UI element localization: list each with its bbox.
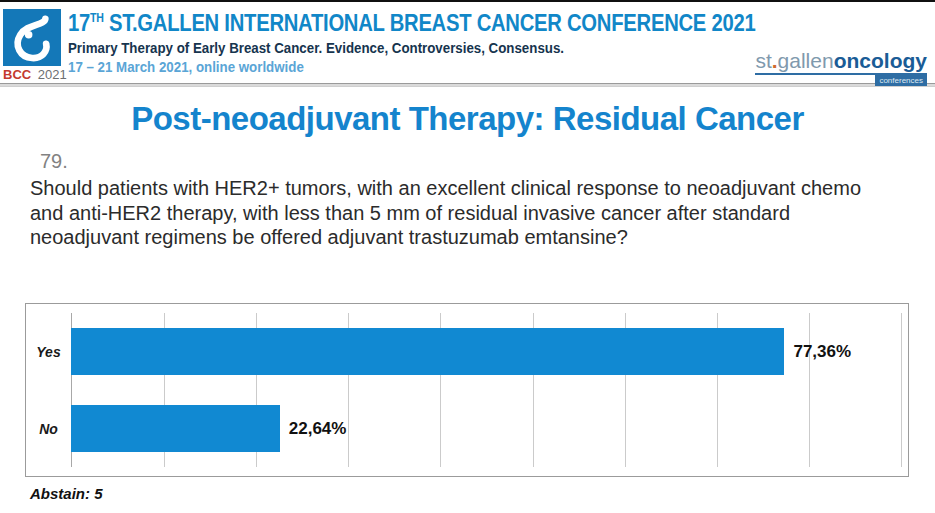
stgallen-oncology-wordmark: st.gallenoncology <box>755 49 927 75</box>
bar-yes <box>71 328 784 375</box>
conference-title-block: 17TH ST.GALLEN INTERNATIONAL BREAST CANC… <box>68 10 849 75</box>
abstain-note: Abstain: 5 <box>30 485 103 502</box>
bcc-logo-block: BCC 2021 <box>3 9 63 82</box>
conference-title-rest: ST.GALLEN INTERNATIONAL BREAST CANCER CO… <box>104 10 756 36</box>
conference-header: BCC 2021 17TH ST.GALLEN INTERNATIONAL BR… <box>0 2 935 83</box>
category-label: No <box>26 421 71 437</box>
bar-row: No 22,64% <box>26 390 901 467</box>
bar-row: Yes 77,36% <box>26 313 901 390</box>
conference-number: 17 <box>68 10 90 36</box>
bar-track: 77,36% <box>71 328 901 375</box>
conference-ordinal: TH <box>90 11 104 25</box>
slide-title: Post-neoadjuvant Therapy: Residual Cance… <box>0 100 935 138</box>
bar-no <box>71 405 280 452</box>
poll-results-chart: Yes 77,36% No 22,64% <box>25 303 909 477</box>
bcc-year-label: 2021 <box>38 67 67 82</box>
gridline <box>901 313 902 467</box>
bcc-label: BCC <box>3 67 31 82</box>
org-st: st <box>755 49 771 72</box>
value-label: 22,64% <box>289 419 347 439</box>
bar-rows: Yes 77,36% No 22,64% <box>26 313 901 467</box>
value-label: 77,36% <box>793 342 851 362</box>
org-gallen: gallen <box>778 49 834 72</box>
question-text: Should patients with HER2+ tumors, with … <box>30 176 875 250</box>
conferences-badge: conferences <box>875 75 927 86</box>
drop-icon <box>7 13 57 63</box>
bcc-logo-caption: BCC 2021 <box>3 67 63 82</box>
conference-title: 17TH ST.GALLEN INTERNATIONAL BREAST CANC… <box>68 10 755 37</box>
bcc-logo-icon <box>3 9 61 66</box>
stgallen-oncology-logo: st.gallenoncology conferences <box>755 49 927 91</box>
category-label: Yes <box>26 344 71 360</box>
conference-dates: 17 – 21 March 2021, online worldwide <box>68 59 810 75</box>
bar-track: 22,64% <box>71 405 901 452</box>
question-number: 79. <box>40 150 890 173</box>
org-oncology: oncology <box>834 49 927 72</box>
conference-subtitle: Primary Therapy of Early Breast Cancer. … <box>68 40 810 56</box>
question-block: 79. Should patients with HER2+ tumors, w… <box>30 150 890 250</box>
